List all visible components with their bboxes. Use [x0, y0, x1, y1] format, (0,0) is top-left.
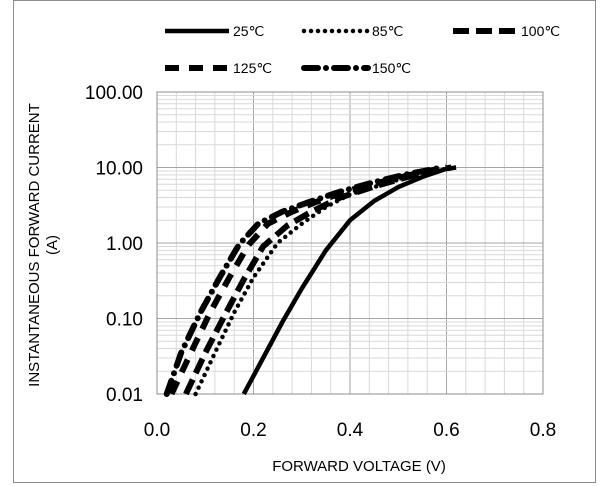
legend-label: 100℃	[521, 23, 560, 39]
y-tick-label: 10.00	[95, 159, 143, 180]
y-tick-label: 1.00	[106, 234, 143, 255]
y-axis-unit: (A)	[44, 235, 61, 255]
series-line	[168, 164, 448, 396]
legend-label: 85℃	[372, 23, 403, 39]
x-tick-label: 0.4	[337, 420, 364, 441]
x-tick-label: 0.2	[240, 420, 266, 441]
y-axis-title: INSTANTANEOUS FORWARD CURRENT	[26, 103, 43, 387]
x-tick-label: 0.6	[433, 420, 459, 441]
series-lines	[163, 164, 459, 397]
y-tick-label: 100.00	[85, 83, 143, 104]
legend-label: 125℃	[233, 60, 272, 76]
x-tick-label: 0.8	[530, 420, 556, 441]
chart-frame	[13, 0, 596, 483]
x-axis-title: FORWARD VOLTAGE (V)	[272, 458, 446, 475]
y-tick-label: 0.01	[106, 385, 143, 406]
legend: 25℃ 85℃ 100℃ 125℃ 150℃	[165, 23, 560, 76]
legend-label: 25℃	[233, 23, 264, 39]
tick-labels: 0.0 0.2 0.4 0.6 0.8 0.01 0.10 1.00 10.00 100.00	[85, 83, 556, 441]
series-line	[193, 165, 459, 397]
x-tick-label: 0.0	[144, 420, 170, 441]
series-line	[163, 164, 445, 397]
legend-label: 150℃	[372, 60, 411, 76]
plot-area	[156, 91, 544, 395]
y-tick-label: 0.10	[106, 310, 143, 331]
